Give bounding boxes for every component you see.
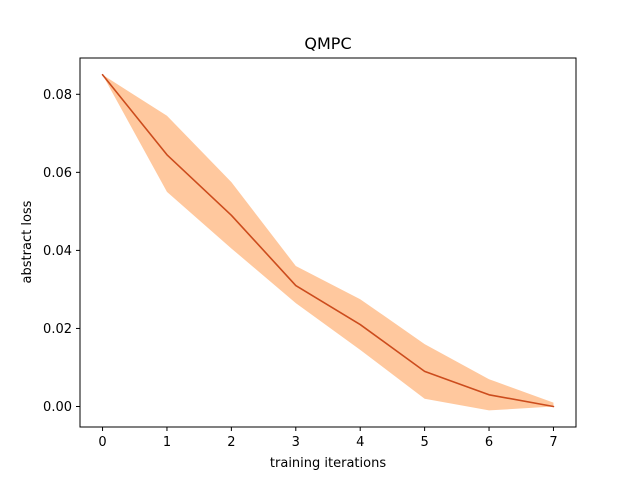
plot-area [101, 73, 555, 411]
chart-title: QMPC [304, 34, 351, 53]
x-tick-label: 3 [292, 435, 300, 450]
y-tick-label: 0.00 [43, 400, 72, 415]
y-axis-label: abstract loss [20, 200, 35, 283]
y-tick-label: 0.06 [43, 166, 72, 181]
x-axis-label: training iterations [270, 456, 386, 471]
x-tick-label: 0 [98, 435, 106, 450]
x-tick-label: 7 [549, 435, 557, 450]
y-tick-label: 0.08 [43, 88, 72, 103]
x-axis-ticks: 0 1 2 3 4 5 6 7 [98, 427, 558, 450]
y-tick-label: 0.04 [43, 244, 72, 259]
x-tick-label: 4 [356, 435, 364, 450]
x-tick-label: 6 [485, 435, 493, 450]
y-axis-ticks: 0.00 0.02 0.04 0.06 0.08 [43, 88, 80, 415]
series-line [101, 73, 555, 408]
x-tick-label: 5 [420, 435, 428, 450]
x-tick-label: 2 [227, 435, 235, 450]
x-tick-label: 1 [163, 435, 171, 450]
error-band [102, 74, 554, 411]
plot-frame [79, 57, 577, 428]
y-tick-label: 0.02 [43, 322, 72, 337]
